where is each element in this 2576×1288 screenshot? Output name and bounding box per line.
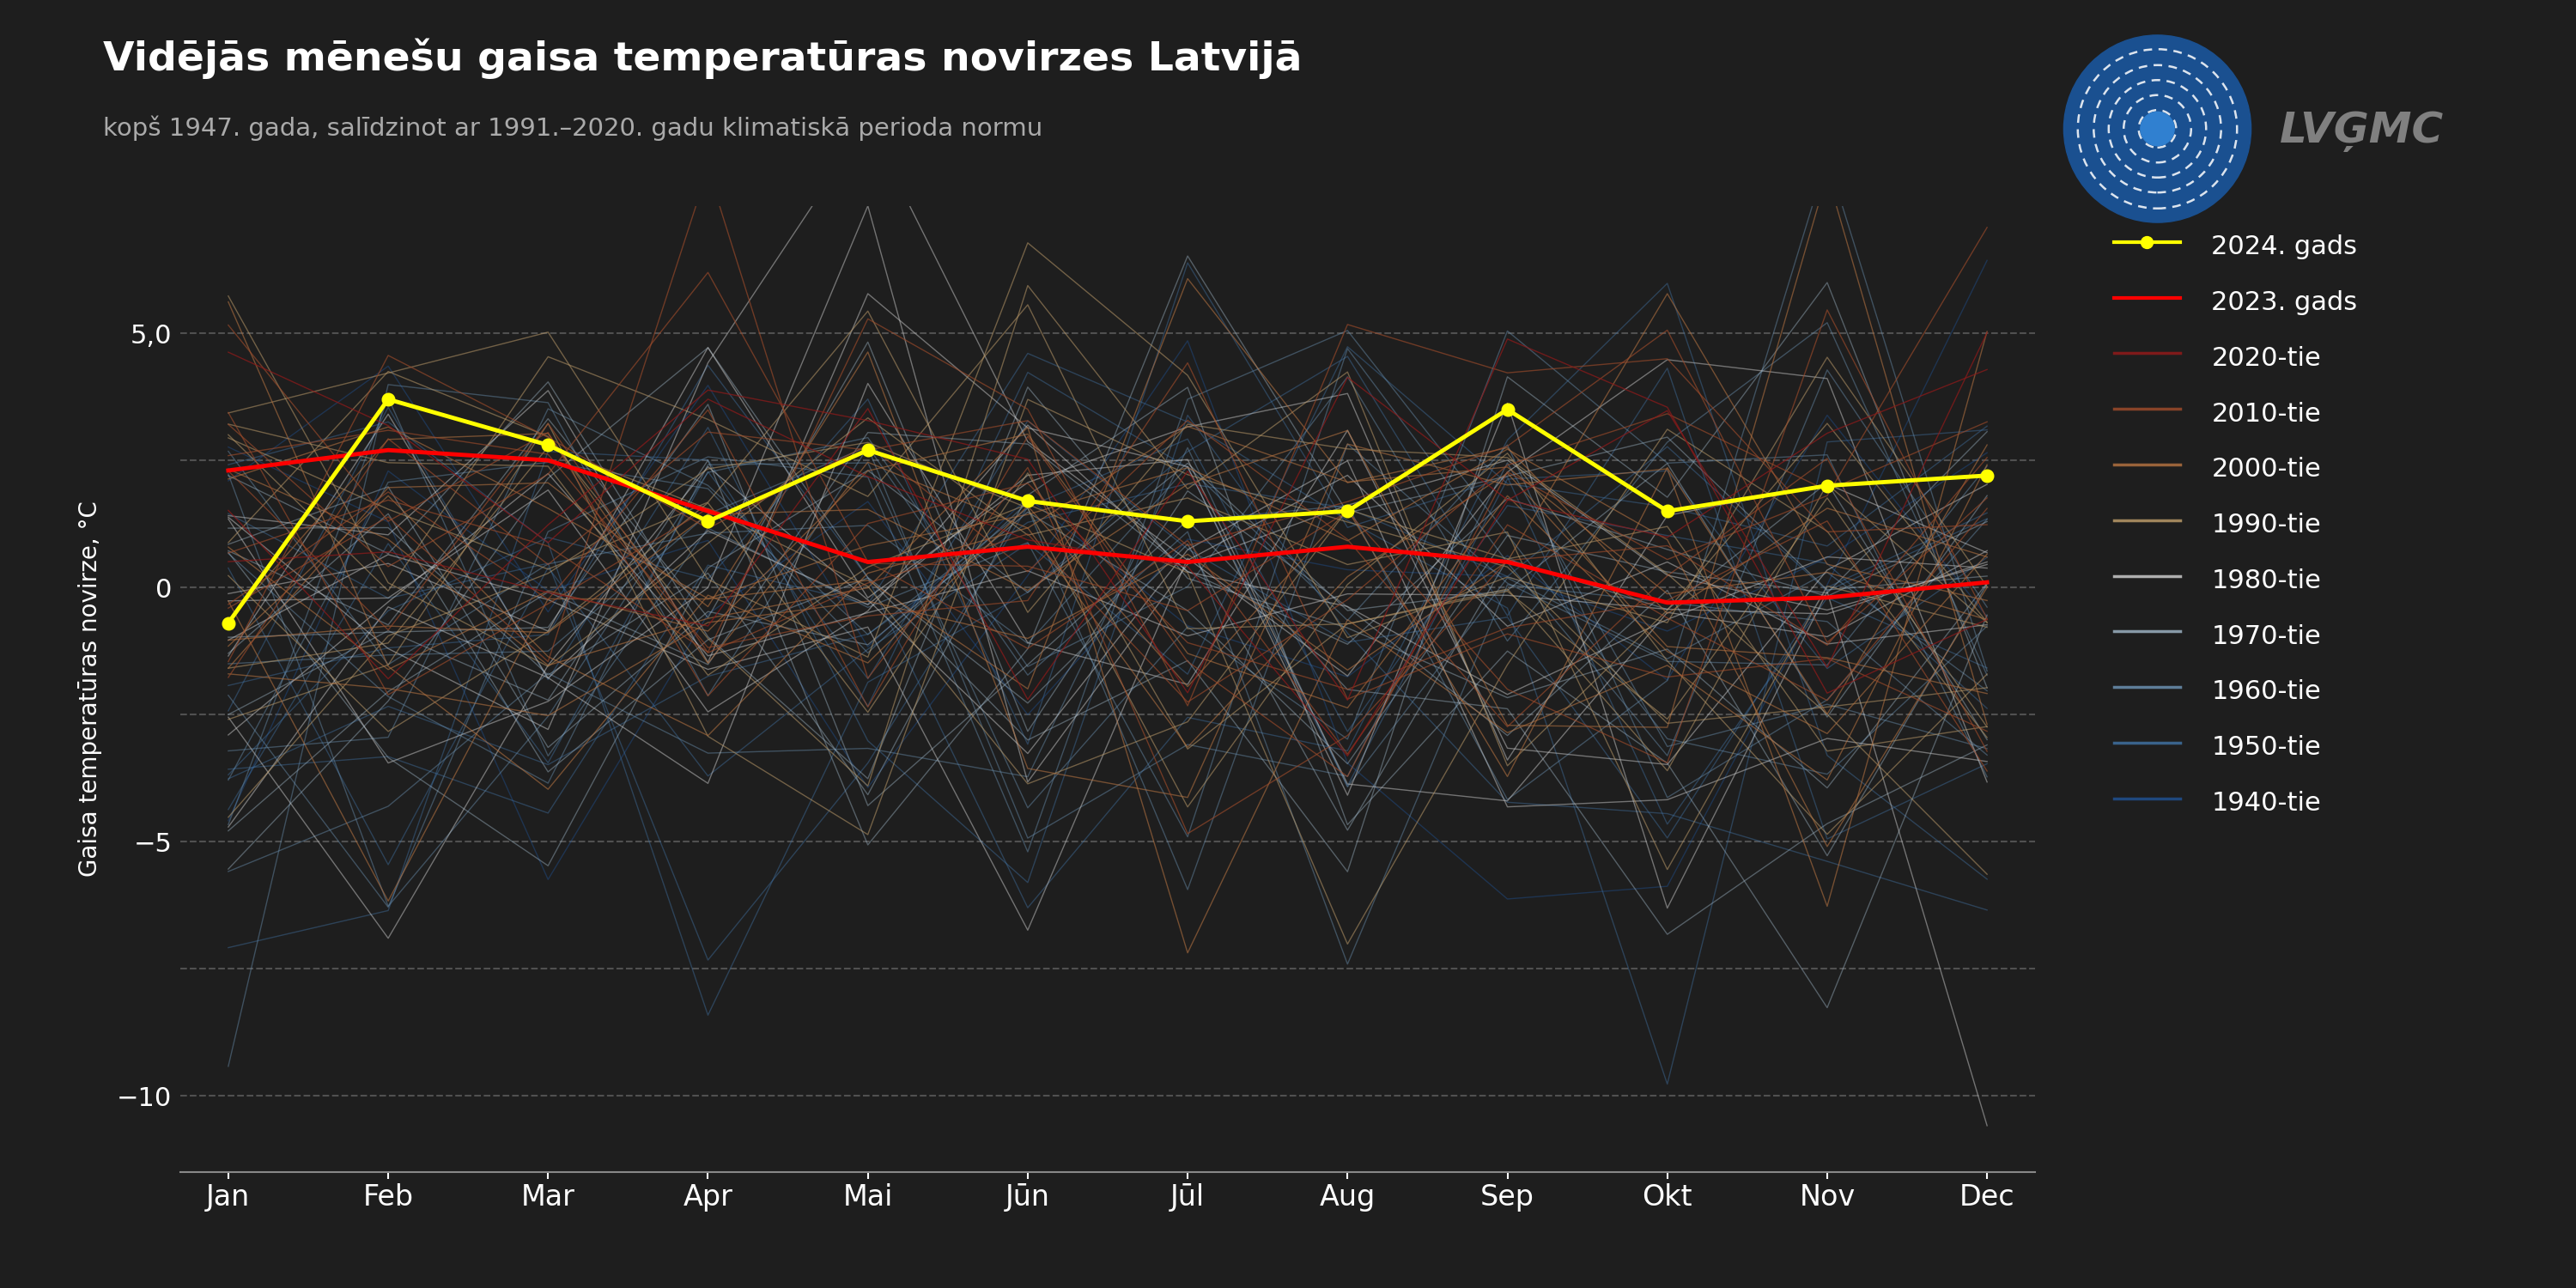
Circle shape	[2141, 112, 2174, 146]
Y-axis label: Gaisa temperatūras novirze, °C: Gaisa temperatūras novirze, °C	[77, 501, 103, 877]
Circle shape	[2063, 35, 2251, 223]
Text: LVĢMC: LVĢMC	[2280, 111, 2445, 152]
Legend: 2024. gads, 2023. gads, 2020-tie, 2010-tie, 2000-tie, 1990-tie, 1980-tie, 1970-t: 2024. gads, 2023. gads, 2020-tie, 2010-t…	[2105, 219, 2367, 828]
Text: Vidējās mēnešu gaisa temperatūras novirzes Latvijā: Vidējās mēnešu gaisa temperatūras novirz…	[103, 39, 1301, 80]
Text: kopš 1947. gada, salīdzinot ar 1991.–2020. gadu klimatiskā perioda normu: kopš 1947. gada, salīdzinot ar 1991.–202…	[103, 116, 1043, 142]
